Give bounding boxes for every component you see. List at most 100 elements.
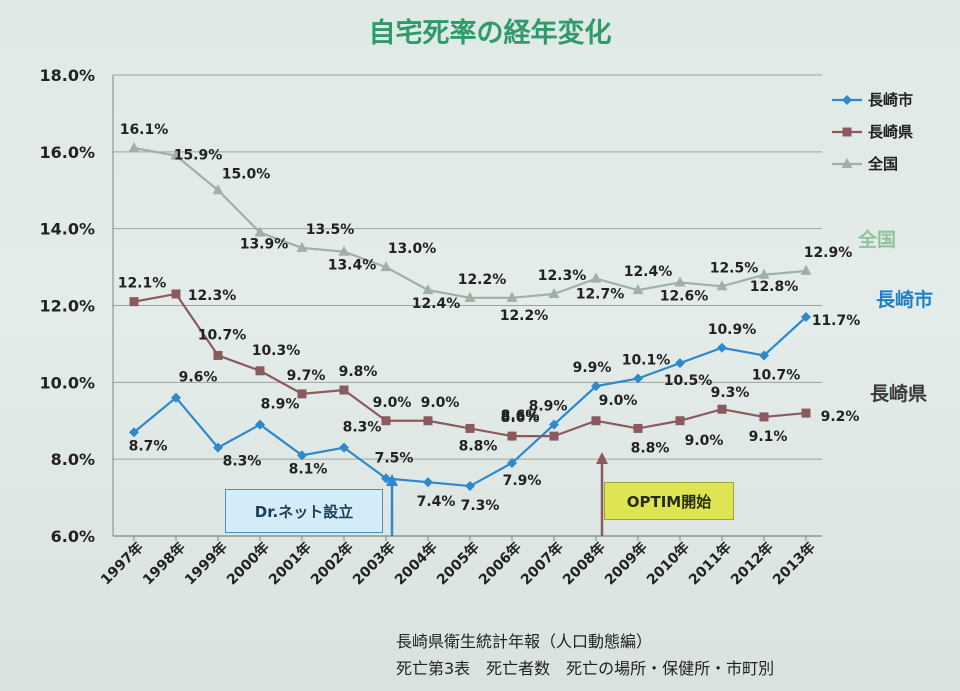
dr-net-callout: Dr.ネット設立	[225, 489, 383, 533]
data-point	[381, 416, 391, 426]
data-label: 9.9%	[573, 360, 612, 376]
series-end-label: 長崎県	[870, 382, 927, 405]
axes	[112, 75, 822, 541]
data-label: 7.9%	[503, 473, 542, 489]
data-label: 7.4%	[417, 494, 456, 510]
data-label: 12.3%	[188, 288, 237, 304]
x-tick-label: 2009年	[601, 539, 650, 588]
data-point	[549, 419, 559, 430]
data-point	[717, 404, 727, 414]
x-tick-label: 2008年	[559, 539, 608, 588]
grid-lines	[113, 74, 822, 460]
data-point	[633, 423, 643, 433]
series-全国	[128, 141, 812, 302]
y-tick-label: 10.0%	[39, 373, 95, 392]
data-label: 9.1%	[749, 429, 788, 445]
x-tick-label: 2006年	[475, 539, 524, 588]
x-tick-label: 2007年	[517, 539, 566, 588]
data-point	[507, 431, 517, 441]
data-label: 12.4%	[624, 264, 673, 280]
y-tick-label: 6.0%	[51, 527, 95, 546]
data-label: 12.4%	[412, 296, 461, 312]
data-point	[171, 289, 181, 299]
data-labels: 8.7% 9.6% 8.3% 8.9% 8.1% 8.3% 7.5% 7.4% 7.3%7.9%…	[118, 122, 861, 514]
x-tick-label: 2013年	[769, 539, 818, 588]
data-label: 9.6%	[179, 370, 218, 386]
data-label: 12.2%	[500, 308, 549, 324]
data-label: 9.0%	[373, 395, 412, 411]
series-end-label: 全国	[857, 228, 896, 251]
series-長崎県	[129, 289, 811, 441]
data-point	[297, 389, 307, 399]
data-point	[758, 268, 770, 279]
data-point	[759, 350, 769, 361]
data-point	[591, 381, 601, 392]
data-label: 13.5%	[306, 222, 355, 238]
data-label: 12.7%	[576, 287, 625, 303]
data-point	[632, 284, 644, 295]
data-point	[255, 419, 265, 430]
data-point	[590, 272, 602, 283]
x-tick-label: 2005年	[433, 539, 482, 588]
data-label: 12.2%	[458, 272, 507, 288]
data-point	[254, 226, 266, 237]
data-point	[548, 287, 560, 298]
data-point	[129, 297, 139, 307]
series-end-label: 長崎市	[876, 288, 933, 311]
data-point	[717, 342, 727, 353]
data-point	[423, 416, 433, 426]
data-label: 8.3%	[343, 420, 382, 436]
data-label: 12.9%	[804, 245, 853, 261]
data-point	[339, 385, 349, 395]
chart-title: 自宅死率の経年変化	[369, 17, 612, 49]
data-point	[297, 450, 307, 461]
data-point	[841, 158, 853, 168]
data-label: 7.3%	[461, 498, 500, 514]
data-label: 8.9%	[261, 397, 300, 413]
data-label: 8.8%	[631, 440, 670, 456]
y-tick-label: 16.0%	[39, 143, 95, 162]
data-point	[842, 127, 852, 137]
data-label: 9.8%	[339, 364, 378, 380]
data-label: 9.7%	[287, 368, 326, 384]
data-label: 13.0%	[388, 241, 437, 257]
x-tick-label: 1999年	[181, 539, 230, 588]
y-axis-tick-labels: 6.0% 8.0% 10.0% 12.0% 14.0% 16.0% 18.0%	[39, 66, 95, 546]
source-line-2: 死亡第3表 死亡者数 死亡の場所・保健所・市町別	[396, 659, 775, 678]
data-label: 12.8%	[750, 279, 799, 295]
data-point	[212, 184, 224, 195]
data-label: 12.5%	[710, 260, 759, 276]
data-label: 12.6%	[660, 288, 709, 304]
source-line-1: 長崎県衛生統計年報（人口動態編）	[396, 632, 653, 651]
data-label: 13.4%	[328, 258, 377, 274]
data-label: 9.0%	[685, 433, 724, 449]
data-label: 10.1%	[622, 352, 671, 368]
data-label: 8.6%	[501, 410, 540, 426]
data-label: 12.1%	[118, 276, 167, 292]
series-line	[133, 292, 807, 438]
y-tick-label: 18.0%	[39, 66, 95, 85]
data-point	[842, 95, 852, 105]
data-point	[129, 427, 139, 438]
series-長崎市	[129, 312, 811, 492]
data-point	[255, 366, 265, 376]
x-tick-label: 2000年	[223, 539, 272, 588]
data-label: 10.9%	[708, 322, 757, 338]
data-point	[423, 477, 433, 488]
data-point	[296, 241, 308, 252]
data-point	[675, 416, 685, 426]
data-label: 9.0%	[599, 393, 638, 409]
x-tick-label: 2003年	[349, 539, 398, 588]
data-label: 9.0%	[421, 395, 460, 411]
legend-label: 長崎市	[868, 91, 913, 109]
data-label: 16.1%	[120, 122, 169, 138]
data-point	[170, 149, 182, 160]
data-point	[674, 276, 686, 287]
data-label: 7.5%	[375, 450, 414, 466]
data-point	[128, 141, 140, 152]
data-label: 10.7%	[752, 367, 801, 383]
x-tick-label: 2001年	[265, 539, 314, 588]
data-point	[213, 442, 223, 453]
